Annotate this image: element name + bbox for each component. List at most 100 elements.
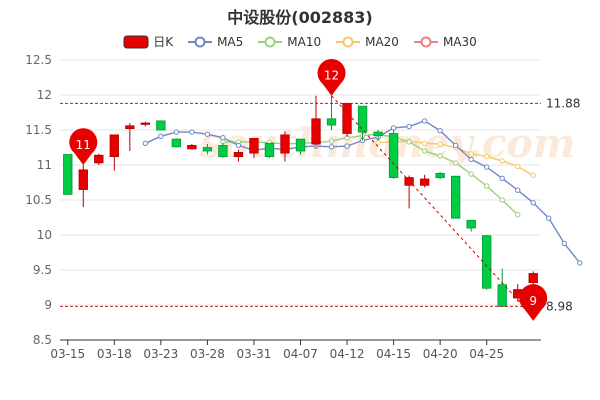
candle-body (264, 142, 275, 158)
line-legend-icon (413, 36, 438, 47)
ma5-line-point (235, 142, 242, 149)
high-reference-line-label: 11.88 (546, 96, 580, 110)
ma20-line-point (530, 172, 536, 179)
ma5-line-point (499, 175, 505, 182)
candle-body (482, 235, 492, 289)
ma10-line-point (406, 139, 412, 145)
candle-body (109, 134, 119, 157)
legend-label: MA20 (365, 34, 399, 49)
candle-body (373, 131, 383, 137)
y-tick-label: 9.5 (33, 263, 52, 277)
legend-item-ma30[interactable]: MA30 (413, 35, 477, 49)
high-pin: 12 (317, 58, 346, 96)
candle-body (140, 122, 151, 125)
low-pin: 9 (519, 284, 548, 321)
ma5-line-point (189, 129, 195, 135)
ma20-line-point (421, 140, 428, 147)
x-tick-label: 04-12 (330, 347, 365, 361)
ma5-line-point (530, 200, 536, 206)
legend-item-ma20[interactable]: MA20 (335, 35, 399, 49)
candle-body (497, 284, 507, 307)
ma5-line-point (421, 118, 428, 124)
trend-line (331, 95, 534, 318)
candle-body (233, 151, 244, 157)
candle-body (280, 134, 290, 154)
chart-title: 中设股份(002883) (0, 4, 600, 28)
x-tick-label: 04-25 (469, 347, 504, 361)
chart-legend: 日K MA5 MA10 MA20 MA30 (0, 33, 600, 50)
y-tick-label: 12 (37, 88, 52, 102)
ma5-line-point (328, 144, 335, 150)
candle-body (326, 118, 337, 126)
candle-legend-icon (123, 35, 149, 48)
y-tick-label: 9 (44, 298, 52, 312)
ma5-line-point (437, 128, 443, 134)
ma5-line-point (546, 215, 552, 221)
ma5-line-point (344, 143, 350, 149)
high-pin-marker (317, 58, 346, 96)
y-tick-label: 11.5 (25, 123, 52, 137)
ma20-line-point (499, 158, 505, 164)
ma5-line-point (406, 123, 412, 130)
chart-title-name: 中设股份 (227, 8, 292, 27)
ma10-line-point (515, 212, 521, 218)
legend-label: MA5 (217, 34, 244, 49)
low-pin-marker (519, 284, 548, 321)
legend-label: MA10 (287, 34, 322, 49)
y-tick-label: 10.5 (25, 193, 52, 207)
candle-body (249, 137, 259, 154)
ma10-line-point (499, 197, 505, 203)
ma5-line-point (483, 164, 490, 170)
ma5-line-point (204, 131, 211, 137)
candle-body (156, 120, 166, 131)
candle-body (419, 178, 430, 186)
candle-body (466, 219, 476, 229)
ma5-line-point (468, 156, 474, 163)
ma5-line-point (577, 260, 583, 266)
y-tick-label: 8.5 (33, 333, 52, 347)
candle-body (357, 105, 368, 133)
ma5-line-point (158, 133, 164, 140)
x-tick-label: 04-20 (423, 347, 458, 361)
x-tick-label: 03-31 (237, 347, 272, 361)
candle-body (218, 144, 228, 157)
candle-body (435, 172, 445, 178)
candle-body (295, 138, 306, 152)
ma10-line-point (452, 160, 459, 166)
ma20-line-point (515, 163, 521, 170)
candle-body (63, 154, 73, 195)
candle-body (187, 144, 197, 150)
candle-body (94, 154, 104, 164)
legend-item-ma5[interactable]: MA5 (187, 35, 243, 49)
low-pin-label: 9 (529, 294, 537, 308)
candle-body (528, 273, 538, 283)
ma10-line-point (483, 183, 490, 189)
ma5-line-point (390, 125, 397, 131)
ma5-line-point (142, 140, 149, 147)
legend-label: 日K (153, 35, 174, 49)
candle-body (388, 133, 399, 178)
x-tick-label: 04-15 (376, 347, 411, 361)
candle-body (78, 169, 88, 190)
ma10-line-point (421, 148, 428, 154)
y-tick-label: 10 (37, 228, 52, 242)
legend-item-k[interactable]: 日K (123, 33, 173, 50)
chart-title-code: (002883) (291, 8, 373, 27)
line-legend-icon (258, 36, 283, 47)
y-tick-label: 12.5 (25, 53, 52, 67)
low-reference-line-label: 8.98 (546, 299, 573, 313)
ma10-line-point (468, 171, 474, 177)
left-pin-label: 11 (76, 138, 91, 152)
ma20-line-point (468, 151, 474, 157)
line-legend-icon (336, 36, 361, 47)
ma5-line-point (561, 240, 567, 247)
line-legend-icon (188, 36, 213, 47)
x-tick-label: 03-15 (50, 347, 85, 361)
ma10-line-point (328, 138, 335, 144)
candle-body (125, 125, 135, 130)
y-tick-label: 11 (37, 158, 52, 172)
x-tick-label: 03-23 (143, 347, 178, 361)
legend-item-ma10[interactable]: MA10 (257, 35, 321, 49)
ma5-line-point (452, 142, 459, 149)
